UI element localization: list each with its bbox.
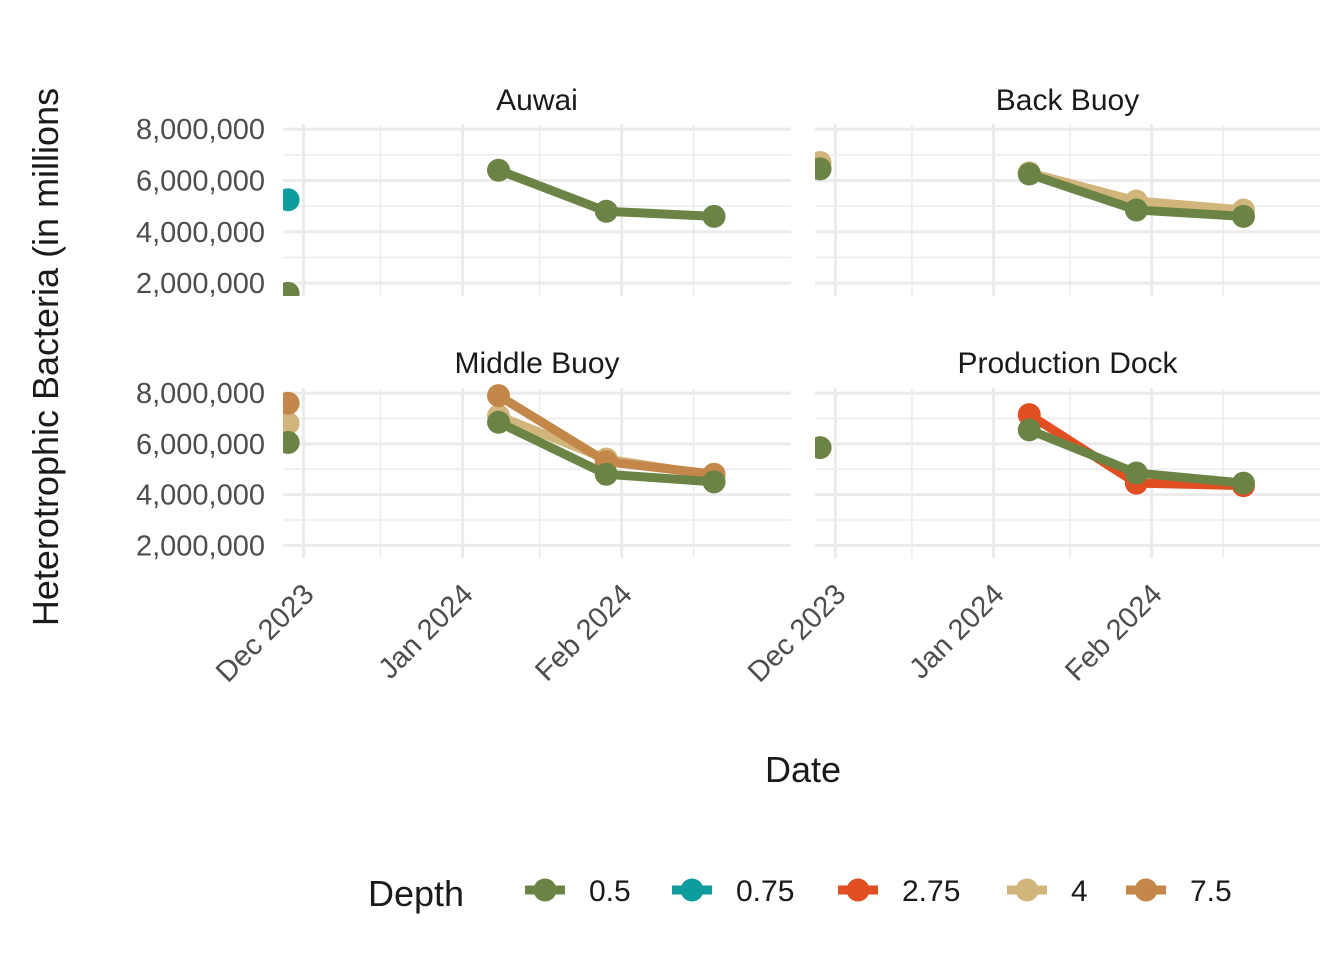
series-group [815, 403, 1255, 498]
data-point-depth-0.5 [1124, 198, 1148, 222]
x-tick-label: Feb 2024 [529, 578, 638, 687]
facet-panels: Auwai 2,000,000 4,000,000 6,000,000 8,000,00… [136, 84, 1320, 689]
legend-label: 2.75 [902, 875, 960, 908]
legend: 0.5 0.75 2.75 4 7.5 [525, 875, 1232, 908]
y-tick-label: 4,000,000 [136, 217, 265, 249]
y-tick-label: 8,000,000 [136, 114, 265, 146]
legend-label: 4 [1071, 875, 1088, 908]
legend-label: 7.5 [1190, 875, 1232, 908]
data-point-depth-7.5 [283, 391, 300, 415]
series-group [283, 158, 726, 296]
data-point-depth-0.5 [594, 199, 618, 223]
panel-production-dock: Production Dock Dec 2023 Jan 2024 Feb 2024 [742, 347, 1320, 689]
legend-item-2.75: 2.75 [838, 875, 960, 908]
data-point-depth-0.5 [487, 158, 511, 182]
legend-key-point [680, 878, 704, 902]
legend-label: 0.5 [589, 875, 631, 908]
data-point-depth-7.5 [487, 384, 511, 408]
data-point-depth-0.5 [702, 470, 726, 494]
data-point-depth-0.75 [283, 188, 300, 212]
x-tick-label: Jan 2024 [373, 578, 480, 685]
facet-title: Auwai [496, 84, 578, 117]
data-point-depth-0.5 [594, 462, 618, 486]
data-point-depth-0.5 [1231, 471, 1255, 495]
data-point-depth-0.5 [1017, 418, 1041, 442]
data-point-depth-0.5 [283, 281, 300, 296]
legend-title: Depth [368, 873, 464, 914]
legend-label: 0.75 [736, 875, 794, 908]
data-point-depth-0.5 [702, 204, 726, 228]
legend-item-7.5: 7.5 [1126, 875, 1232, 908]
x-tick-label: Dec 2023 [742, 578, 852, 688]
panel-back-buoy: Back Buoy [815, 84, 1320, 296]
legend-key-point [1134, 878, 1158, 902]
y-tick-label: 2,000,000 [136, 530, 265, 562]
panel-middle-buoy: Middle Buoy 2,000,000 4,000,000 6,000,000 8,… [136, 347, 791, 689]
x-tick-label: Jan 2024 [903, 578, 1010, 685]
legend-key-point [846, 878, 870, 902]
x-tick-label: Dec 2023 [210, 578, 320, 688]
data-point-depth-0.5 [487, 410, 511, 434]
data-point-depth-0.5 [815, 157, 832, 181]
y-axis-label: Heterotrophic Bacteria (in millions [25, 88, 66, 626]
x-axis-label: Date [765, 749, 841, 790]
y-tick-label: 6,000,000 [136, 165, 265, 197]
legend-item-4: 4 [1007, 875, 1088, 908]
series-group [283, 384, 726, 494]
facet-title: Middle Buoy [454, 347, 619, 380]
panel-auwai: Auwai 2,000,000 4,000,000 6,000,000 8,000,00… [136, 84, 791, 300]
legend-item-0.75: 0.75 [672, 875, 794, 908]
y-tick-label: 4,000,000 [136, 480, 265, 512]
legend-key-point [533, 878, 557, 902]
legend-item-0.5: 0.5 [525, 875, 631, 908]
x-tick-label: Feb 2024 [1059, 578, 1168, 687]
legend-key-point [1015, 878, 1039, 902]
y-tick-label: 2,000,000 [136, 268, 265, 300]
facet-title: Back Buoy [996, 84, 1139, 117]
data-point-depth-0.5 [1124, 461, 1148, 485]
y-tick-label: 8,000,000 [136, 378, 265, 410]
data-point-depth-0.5 [283, 431, 300, 455]
data-point-depth-0.5 [1017, 162, 1041, 186]
data-point-depth-4 [283, 412, 300, 436]
data-point-depth-0.5 [1231, 204, 1255, 228]
series-group [815, 151, 1255, 228]
facet-title: Production Dock [957, 347, 1178, 380]
data-point-depth-0.5 [815, 436, 832, 460]
y-tick-label: 6,000,000 [136, 429, 265, 461]
